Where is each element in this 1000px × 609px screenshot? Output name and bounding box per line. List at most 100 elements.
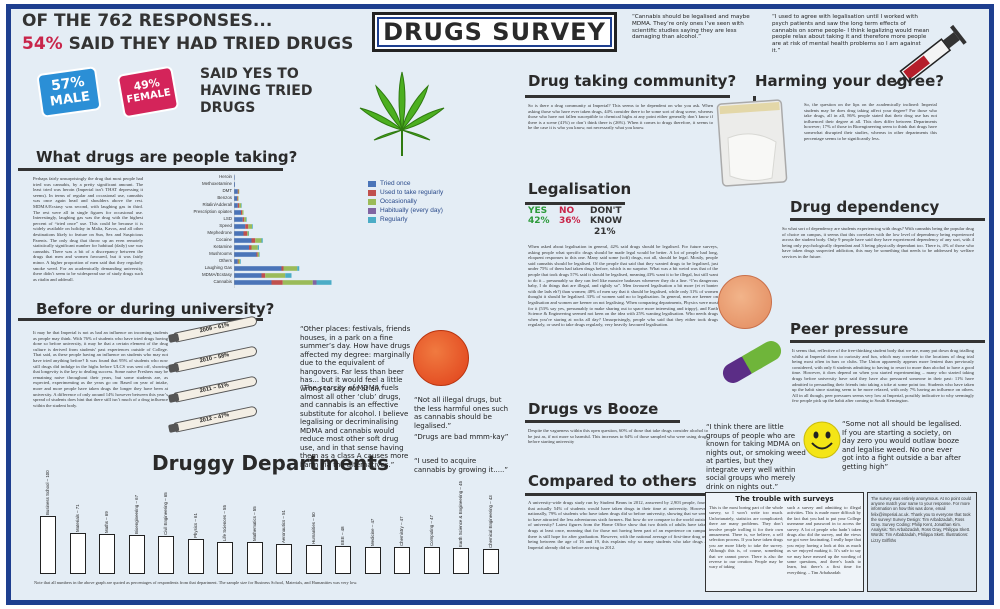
drug-bar-segment <box>259 252 260 257</box>
dept-label: Chemistry – 47 <box>399 516 404 546</box>
said-yes: SAID YES TO HAVING TRIED DRUGS <box>200 66 313 116</box>
drug-bar-segment <box>261 273 266 278</box>
heading-peer: Peer pressure <box>790 320 909 338</box>
dept-bar <box>453 547 469 574</box>
drug-bar-segment <box>234 224 246 229</box>
body-before-during: It may be that Imperial is not as bad an… <box>33 330 168 408</box>
drug-label: Mephedrone <box>207 230 232 235</box>
drug-bar-segment <box>316 280 332 285</box>
dept-bar <box>158 536 174 574</box>
dept-label: Materials – 71 <box>74 504 80 532</box>
drug-bar-segment <box>246 217 247 222</box>
drug-label: Others <box>218 258 232 263</box>
drug-bar-segment <box>237 259 239 264</box>
legal-yes-pct: 42% <box>528 216 550 226</box>
dept-bar <box>394 546 410 574</box>
drug-label: Ketamine <box>213 244 232 249</box>
quote-mid-5: “I used to acquire cannabis by growing i… <box>414 457 509 474</box>
heading-druggy-depts: Druggy Departments <box>152 451 389 475</box>
body-community: So is there a drug community at Imperial… <box>528 103 713 131</box>
drug-bar-segment <box>237 196 238 201</box>
legend-label: Regularly <box>380 216 408 223</box>
drug-label: Prescription opiates <box>193 209 232 214</box>
dept-bar <box>40 516 56 574</box>
drug-bar-segment <box>242 210 244 215</box>
heading-community: Drug taking community? <box>528 72 737 90</box>
drug-label: Heroin <box>219 174 232 179</box>
drug-bar-segment <box>237 203 240 208</box>
drug-bar-segment <box>237 196 239 201</box>
legend-item: Habitually (every day) <box>368 207 443 214</box>
dept-bar <box>246 542 263 574</box>
drug-bar-segment <box>238 259 240 264</box>
drug-bar-segment <box>234 182 235 187</box>
rule-legal <box>525 202 625 205</box>
drug-bar-segment <box>243 231 248 236</box>
legend-item: Occasionally <box>368 198 443 205</box>
legal-yes-label: YES <box>528 206 548 216</box>
quote-mid-2: “The scarcity of MDMA fuels almost all o… <box>300 384 409 469</box>
joint-item: 2012 – 47% <box>168 404 264 436</box>
drug-bar-segment <box>248 224 252 229</box>
drug-bar-segment <box>282 280 313 285</box>
body-booze: Despite the vagueness within this open q… <box>528 428 708 445</box>
trouble-heading: The trouble with surveys <box>735 495 834 503</box>
joint-item: 2010 – 58% <box>168 344 264 376</box>
drug-bar-segment <box>241 210 243 215</box>
legal-dk-label: DON'T KNOW <box>590 206 623 226</box>
dept-bar <box>217 542 233 574</box>
quote-mid-3: “Not all illegal drugs, but the less har… <box>414 396 509 430</box>
dept-bar <box>335 546 351 574</box>
drug-bar-segment <box>249 245 252 250</box>
rule-before <box>18 318 263 321</box>
drug-label: Methoxetamine <box>201 181 232 186</box>
drug-bar-segment <box>257 245 259 250</box>
cannabis-leaf-icon <box>359 71 445 156</box>
quote-right-2: “Some not all should be legalised. If yo… <box>842 420 962 471</box>
rule-compared <box>525 493 705 496</box>
heading-what-drugs: What drugs are people taking? <box>36 148 298 166</box>
drug-bar-segment <box>281 266 284 271</box>
dept-label: Computing – 47 <box>428 514 434 546</box>
drug-bar-segment <box>256 252 258 257</box>
drug-chart-bars <box>234 174 332 288</box>
trouble-box: The trouble with surveys This is the mos… <box>705 492 864 592</box>
credits-box: The survey was entirely anonymous. At no… <box>867 492 977 592</box>
drug-bar-segment <box>255 238 262 243</box>
drug-bar-segment <box>251 238 256 243</box>
heading-dependency: Drug dependency <box>790 198 940 216</box>
drug-label: MDMA/Ecstasy <box>201 272 232 277</box>
drug-label: Ritalin/Adderall <box>202 202 232 207</box>
legend-item: Used to take regularly <box>368 189 443 196</box>
legend-swatch <box>368 207 376 214</box>
drug-bar-segment <box>240 259 241 264</box>
drug-chart-legend: Tried once Used to take regularly Occasion… <box>368 180 443 225</box>
intro-line2: 54% SAID THEY HAD TRIED DRUGS <box>22 34 353 54</box>
dept-label: Chemical Engineering – 43 <box>487 495 493 549</box>
dept-label: EEE – 48 <box>340 526 345 546</box>
orange-pill-icon <box>413 330 469 386</box>
drug-label: Cannabis <box>213 279 232 284</box>
body-harming: So, the question on the lips on the acad… <box>804 102 937 141</box>
heading-booze: Drugs vs Booze <box>528 400 659 418</box>
smiley-icon <box>803 421 841 459</box>
drug-bar-segment <box>234 203 238 208</box>
drug-bar-segment <box>237 189 239 194</box>
legend-swatch <box>368 216 376 223</box>
dept-label: Business School – 100 <box>45 470 50 515</box>
dept-bar <box>305 545 322 574</box>
drug-chart-labels: Heroin Methoxetamine DMT Benzos Ritalin/Adde… <box>180 174 232 292</box>
dept-label: Humanities – 50 <box>310 512 316 544</box>
body-dependency: So what sort of dependency are students … <box>782 226 974 259</box>
body-what-drugs: Perhaps fairly unsurprisingly the drug t… <box>33 176 143 282</box>
pink-pill-icon <box>718 275 772 329</box>
rule-dependency <box>790 218 985 221</box>
page-title: DRUGS SURVEY <box>383 18 606 46</box>
body-compared: A university-wide drugs study run by Stu… <box>528 500 708 550</box>
title-box: DRUGS SURVEY <box>372 12 617 52</box>
drug-bar-segment <box>234 280 272 285</box>
tried-pct: 54% <box>22 34 63 54</box>
trouble-right: such a survey and admitting to illegal a… <box>787 505 861 575</box>
legend-label: Used to take regularly <box>380 189 444 196</box>
intro-line1: OF THE 762 RESPONSES... <box>22 11 273 31</box>
